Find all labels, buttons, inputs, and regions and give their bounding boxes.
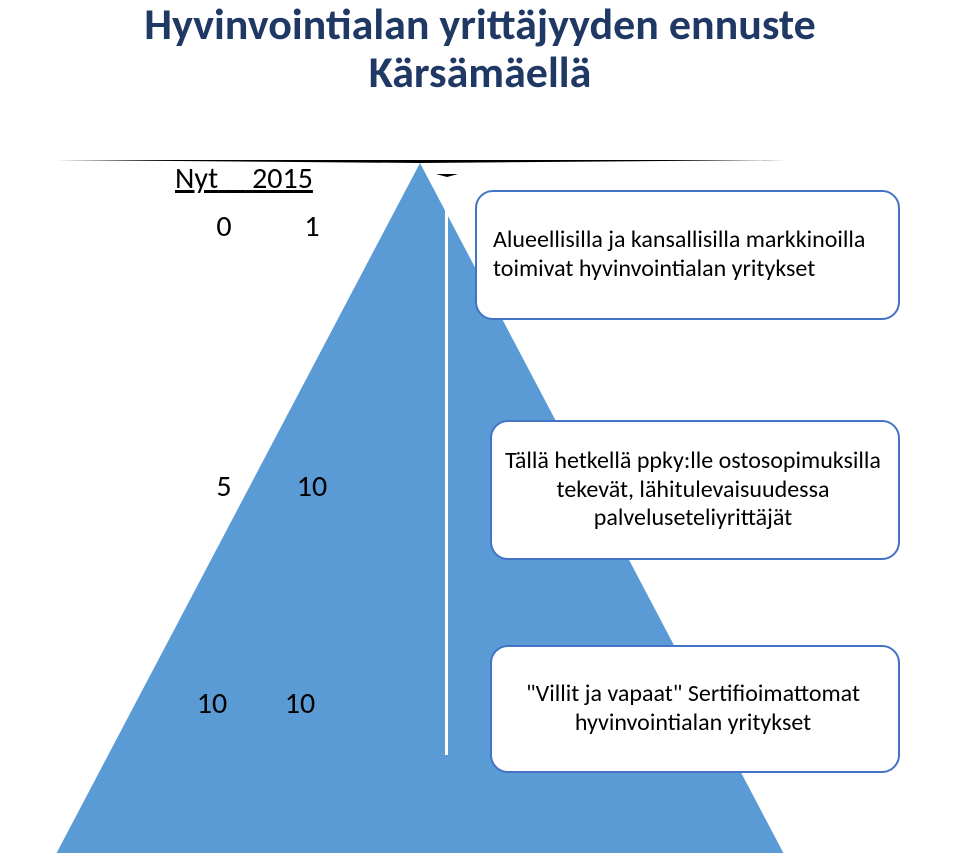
row-top-left: 0 xyxy=(198,208,250,245)
arrow-shaft xyxy=(445,185,448,755)
row-bottom-left: 10 xyxy=(186,685,238,722)
arrow-head-icon xyxy=(436,174,458,193)
callout-bottom-text: "Villit ja vapaat" Sertifioimattomat hyv… xyxy=(500,680,886,738)
row-top: 0 1 xyxy=(198,208,338,245)
header-right: 2015 xyxy=(252,160,313,197)
row-middle-right: 10 xyxy=(286,468,338,505)
title-line-1: Hyvinvointialan yrittäjyyden ennuste xyxy=(144,0,816,51)
header-underline: Nyt 2015 xyxy=(175,160,313,197)
page-title: Hyvinvointialan yrittäjyyden ennuste Kär… xyxy=(0,0,960,97)
row-top-right: 1 xyxy=(286,208,338,245)
row-bottom-right: 10 xyxy=(274,685,326,722)
diagram-page: Hyvinvointialan yrittäjyyden ennuste Kär… xyxy=(0,0,960,853)
header-gap xyxy=(225,160,245,197)
header-row: Nyt 2015 xyxy=(175,160,313,197)
row-middle: 5 10 xyxy=(198,468,338,505)
row-bottom: 10 10 xyxy=(186,685,326,722)
callout-bottom: "Villit ja vapaat" Sertifioimattomat hyv… xyxy=(490,645,900,773)
header-left: Nyt xyxy=(175,160,218,197)
row-middle-left: 5 xyxy=(198,468,250,505)
callout-top-text: Alueellisilla ja kansallisilla markkinoi… xyxy=(493,226,886,284)
title-line-2: Kärsämäellä xyxy=(369,45,592,99)
callout-middle: Tällä hetkellä ppky:lle ostosopimuksilla… xyxy=(490,420,900,560)
callout-top: Alueellisilla ja kansallisilla markkinoi… xyxy=(475,190,900,320)
callout-middle-text: Tällä hetkellä ppky:lle ostosopimuksilla… xyxy=(500,447,886,533)
